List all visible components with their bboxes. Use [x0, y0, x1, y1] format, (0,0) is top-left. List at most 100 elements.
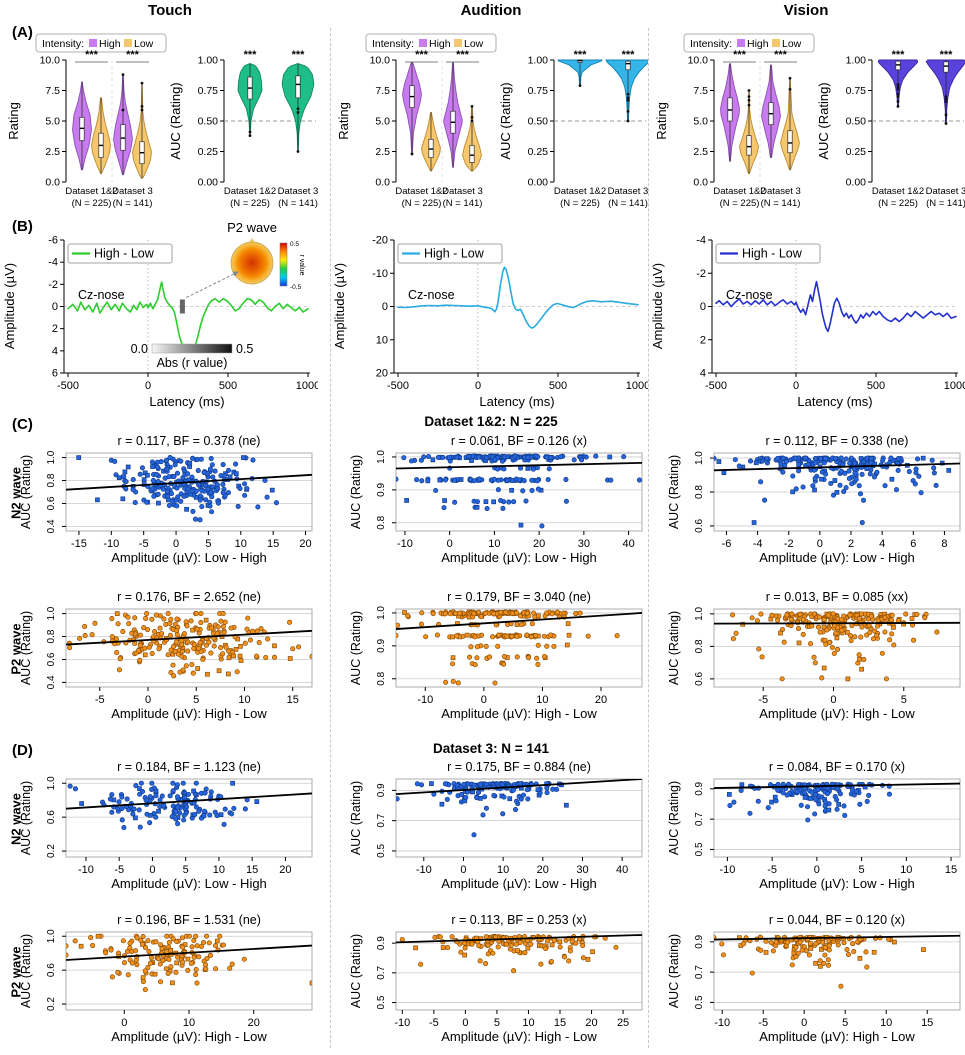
svg-text:Amplitude (µV): Amplitude (µV)	[650, 263, 665, 349]
svg-text:***: ***	[126, 49, 140, 61]
svg-text:0.7: 0.7	[376, 965, 387, 979]
svg-text:0.5: 0.5	[376, 995, 387, 1009]
svg-text:10: 10	[238, 694, 250, 706]
svg-text:30: 30	[576, 864, 588, 876]
svg-text:0: 0	[121, 1017, 127, 1029]
svg-text:5: 5	[859, 864, 865, 876]
scatter-audition-n2-dataset3: r = 0.175, BF = 0.884 (ne) 0.5 0.7 0.9 -10 0 1…	[332, 758, 648, 910]
svg-text:***: ***	[415, 49, 429, 61]
svg-text:***: ***	[456, 49, 470, 61]
scatter-audition-p2-dataset3: r = 0.113, BF = 0.253 (x) 0.5 0.7 0.9 -10 -5 0…	[332, 911, 648, 1055]
svg-text:AUC (Rating): AUC (Rating)	[349, 611, 363, 685]
svg-text:0.7: 0.7	[694, 812, 705, 826]
svg-text:-10: -10	[397, 538, 413, 550]
svg-text:Cz-nose: Cz-nose	[726, 288, 773, 302]
svg-text:-6: -6	[48, 235, 58, 247]
svg-text:2.5: 2.5	[45, 146, 60, 158]
svg-text:2: 2	[700, 334, 706, 346]
svg-text:0.50: 0.50	[528, 116, 549, 128]
svg-text:4: 4	[52, 345, 58, 357]
svg-text:AUC (Rating): AUC (Rating)	[498, 82, 513, 159]
svg-text:10: 10	[880, 1017, 892, 1029]
svg-text:Amplitude (µV): High - Low: Amplitude (µV): High - Low	[759, 1029, 915, 1044]
svg-text:0: 0	[149, 864, 155, 876]
section-c-header: Dataset 1&2: N = 225	[424, 414, 558, 429]
column-header-touch: Touch	[148, 2, 192, 19]
svg-text:-5: -5	[767, 864, 777, 876]
svg-text:5: 5	[901, 694, 907, 706]
svg-text:-5: -5	[758, 1017, 768, 1029]
svg-text:0.6: 0.6	[46, 810, 57, 824]
svg-text:0: 0	[145, 380, 151, 392]
svg-text:r = 0.176, BF = 2.652 (ne): r = 0.176, BF = 2.652 (ne)	[117, 590, 261, 604]
svg-text:1000: 1000	[626, 380, 648, 392]
svg-text:Amplitude (µV): High - Low: Amplitude (µV): High - Low	[759, 706, 915, 721]
svg-text:r = 0.044, BF = 0.120 (x): r = 0.044, BF = 0.120 (x)	[769, 913, 905, 927]
svg-text:(N = 225): (N = 225)	[878, 198, 918, 209]
audition-erp-plot: -20 -10 0 10 20 -500 0 500 1000 Amplitude (µV) Lat…	[332, 216, 650, 412]
svg-text:0.75: 0.75	[528, 85, 549, 97]
svg-text:2.5: 2.5	[693, 146, 708, 158]
svg-text:0.9: 0.9	[694, 781, 705, 795]
column-separator	[330, 28, 331, 1048]
svg-text:Low: Low	[782, 38, 802, 50]
svg-text:(N = 225): (N = 225)	[402, 198, 442, 209]
svg-text:High - Low: High - Low	[742, 247, 803, 261]
svg-text:-10: -10	[372, 268, 388, 280]
svg-text:1.00: 1.00	[846, 55, 867, 67]
svg-text:High - Low: High - Low	[424, 247, 485, 261]
svg-text:r = 0.113, BF = 0.253 (x): r = 0.113, BF = 0.253 (x)	[451, 913, 586, 927]
svg-text:r = 0.179, BF = 3.040 (ne): r = 0.179, BF = 3.040 (ne)	[447, 590, 591, 604]
svg-text:1.00: 1.00	[198, 55, 219, 67]
svg-text:1.0: 1.0	[376, 606, 387, 620]
svg-text:AUC (Rating): AUC (Rating)	[349, 781, 363, 855]
svg-text:8: 8	[941, 538, 947, 550]
audition-violin-panel: Intensity: High Low Rating 0.0 2.5 5.0 7.5 10.0 *…	[332, 30, 651, 214]
svg-text:0.6: 0.6	[46, 652, 57, 666]
svg-text:AUC (Rating): AUC (Rating)	[19, 611, 33, 685]
svg-text:5.0: 5.0	[693, 116, 708, 128]
svg-text:0.2: 0.2	[46, 844, 57, 858]
svg-text:5.0: 5.0	[45, 116, 60, 128]
svg-text:10: 10	[183, 1017, 195, 1029]
svg-text:Amplitude (µV): High - Low: Amplitude (µV): High - Low	[111, 706, 267, 721]
svg-text:10.0: 10.0	[688, 55, 709, 67]
svg-text:AUC (Rating): AUC (Rating)	[19, 934, 33, 1008]
svg-text:AUC (Rating): AUC (Rating)	[168, 82, 183, 159]
svg-text:-4: -4	[696, 235, 706, 247]
svg-text:10: 10	[235, 538, 247, 550]
svg-text:-6: -6	[722, 538, 732, 550]
svg-text:(N = 141): (N = 141)	[443, 198, 483, 209]
svg-text:0.6: 0.6	[694, 671, 705, 685]
svg-text:r = 0.112, BF = 0.338 (ne): r = 0.112, BF = 0.338 (ne)	[766, 434, 909, 448]
svg-text:0: 0	[830, 694, 836, 706]
svg-text:0: 0	[460, 864, 466, 876]
svg-text:7.5: 7.5	[693, 85, 708, 97]
svg-text:Dataset 3: Dataset 3	[278, 186, 318, 197]
svg-text:0.8: 0.8	[694, 639, 705, 653]
svg-text:0.75: 0.75	[198, 85, 219, 97]
svg-text:-5: -5	[429, 1017, 439, 1029]
svg-text:r = 0.196, BF = 1.531 (ne): r = 0.196, BF = 1.531 (ne)	[117, 913, 261, 927]
svg-text:AUC (Rating): AUC (Rating)	[667, 934, 681, 1008]
svg-text:-0.5: -0.5	[290, 284, 302, 291]
svg-text:0.9: 0.9	[376, 482, 387, 496]
svg-text:0.8: 0.8	[46, 629, 57, 643]
svg-text:Low: Low	[134, 38, 154, 50]
svg-text:5: 5	[494, 1017, 500, 1029]
panel-label-c: (C)	[12, 416, 33, 433]
svg-text:Amplitude (µV): High - Low: Amplitude (µV): High - Low	[441, 706, 597, 721]
svg-text:-5: -5	[114, 864, 124, 876]
svg-text:r = 0.084, BF = 0.170 (x): r = 0.084, BF = 0.170 (x)	[769, 760, 905, 774]
svg-text:0.9: 0.9	[376, 783, 387, 797]
svg-text:High: High	[747, 38, 769, 50]
svg-text:20: 20	[533, 538, 545, 550]
svg-text:(N = 225): (N = 225)	[230, 198, 270, 209]
svg-text:-10: -10	[417, 694, 433, 706]
svg-text:Amplitude (µV): Low - High: Amplitude (µV): Low - High	[111, 550, 267, 565]
svg-text:***: ***	[85, 49, 99, 61]
svg-text:Rating: Rating	[654, 102, 669, 140]
svg-text:AUC (Rating): AUC (Rating)	[19, 781, 33, 855]
svg-text:Dataset 1&2: Dataset 1&2	[554, 186, 606, 197]
